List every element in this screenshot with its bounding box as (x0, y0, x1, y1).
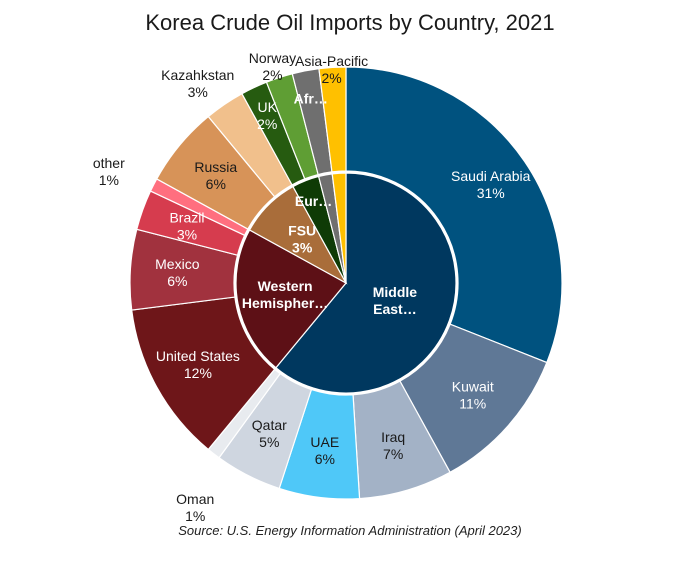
inner-slice-asia-pacific (331, 172, 347, 284)
slice-label-kuwait: Kuwait 11% (452, 378, 494, 411)
slice-label-oman: Oman 1% (176, 491, 214, 524)
slice-label-saudi-arabia: Saudi Arabia 31% (451, 168, 531, 201)
slice-label-mexico: Mexico 6% (155, 256, 200, 289)
chart-labels: Saudi Arabia 31% Kuwait 11% Iraq 7% UAE 6% Qatar… (93, 50, 531, 524)
chart-title: Korea Crude Oil Imports by Country, 2021 (145, 10, 555, 35)
inner-slice-western-hemisphere (235, 229, 347, 369)
inner-label-fsu: FSU 3% (288, 223, 316, 256)
slice-asia-pacific (318, 66, 347, 173)
slice-saudi-arabia (345, 66, 563, 364)
slice-label-russia: Russia 6% (194, 159, 237, 192)
slice-label-other: other 1% (93, 155, 125, 188)
slice-label-norway: Norway 2% (249, 50, 296, 83)
slice-label-brazil: Brazil 3% (169, 209, 204, 242)
slice-label-asia-pacific: Asia-Pacific 2% (295, 53, 368, 86)
inner-label-middle-east: Middle East… (373, 284, 418, 317)
slice-label-kazahkstan: Kazahkstan 3% (161, 67, 234, 100)
slice-label-uae: UAE 6% (310, 434, 339, 467)
slice-label-united-states: United States 12% (156, 348, 240, 381)
inner-ring (235, 172, 457, 394)
inner-label-europe: Eur… (295, 193, 332, 209)
inner-label-western-hemisphere: Western Hemispher… (242, 278, 328, 311)
inner-slice-middle-east (275, 172, 457, 394)
inner-label-africa: Afr… (294, 90, 328, 106)
slice-label-qatar: Qatar 5% (252, 417, 287, 450)
outer-ring (129, 66, 563, 500)
slice-label-iraq: Iraq 7% (381, 429, 405, 462)
slice-label-uk: UK 2% (257, 99, 278, 132)
chart-source: Source: U.S. Energy Information Administ… (178, 523, 522, 538)
